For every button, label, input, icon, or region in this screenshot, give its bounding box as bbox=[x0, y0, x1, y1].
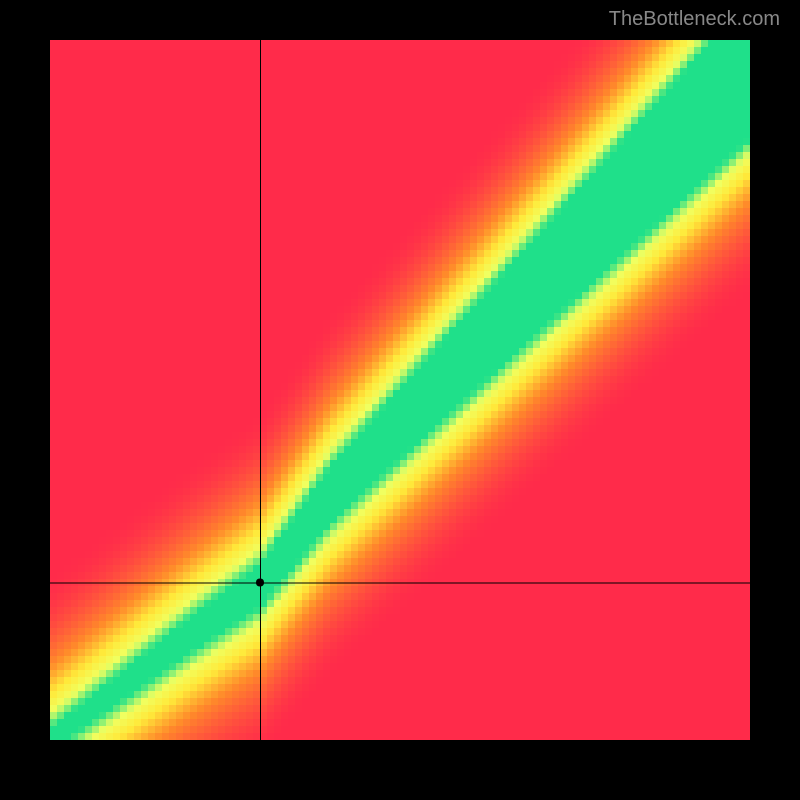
heatmap-plot bbox=[50, 40, 750, 740]
crosshair-overlay bbox=[50, 40, 750, 740]
watermark-text: TheBottleneck.com bbox=[609, 8, 780, 31]
